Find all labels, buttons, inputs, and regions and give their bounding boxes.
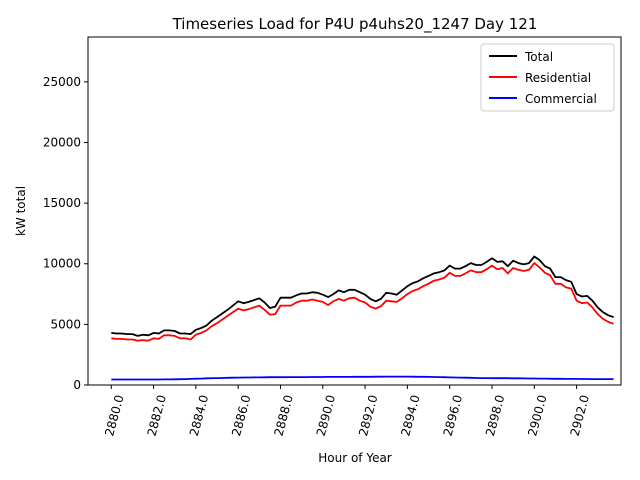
y-tick-label: 10000 [43,257,81,271]
y-tick-label: 0 [73,378,81,392]
y-axis-ticks: 0 5000 10000 15000 20000 25000 [43,75,88,392]
y-tick-label: 15000 [43,196,81,210]
x-tick-label: 2888.0 [271,393,295,437]
y-tick-label: 25000 [43,75,81,89]
x-tick-label: 2896.0 [441,393,465,437]
plot-frame [87,36,622,386]
chart-title: Timeseries Load for P4U p4uhs20_1247 Day… [172,15,538,34]
legend-label-residential: Residential [525,71,591,85]
series-line-total [111,255,614,337]
x-tick-label: 2900.0 [525,393,549,437]
x-tick-label: 2886.0 [229,393,253,437]
series-layer [111,255,614,381]
legend-label-commercial: Commercial [525,92,597,106]
legend-box [480,43,615,112]
x-axis-ticks: 2880.0 2882.0 2884.0 2886.0 2888.0 2890.0 2892… [102,385,592,438]
x-tick-label: 2898.0 [483,393,507,437]
x-axis-label: Hour of Year [318,451,392,465]
series-line-commercial [111,375,614,381]
x-tick-label: 2882.0 [145,393,169,437]
legend-label-total: Total [524,50,553,64]
legend: Total Residential Commercial [480,43,615,112]
y-tick-label: 20000 [43,135,81,149]
x-tick-label: 2880.0 [102,393,126,437]
x-tick-label: 2892.0 [356,393,380,437]
x-tick-label: 2902.0 [568,393,592,437]
series-line-residential [111,262,614,342]
x-tick-label: 2884.0 [187,393,211,437]
x-tick-label: 2894.0 [398,393,422,437]
y-axis-label: kW total [14,186,28,236]
x-tick-label: 2890.0 [314,393,338,437]
y-tick-label: 5000 [50,317,81,331]
